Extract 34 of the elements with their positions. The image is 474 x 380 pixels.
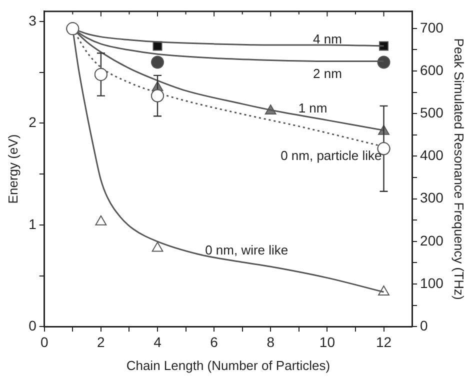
y2-tick-label: 100 (420, 274, 444, 291)
y-axis-title: Energy (eV) (5, 134, 20, 204)
point (152, 242, 164, 252)
y2-tick-label: 300 (420, 190, 444, 206)
point (377, 56, 390, 69)
point (379, 41, 389, 51)
y-tick-label: 0 (28, 317, 37, 334)
x-tick-label: 2 (97, 334, 106, 350)
point (94, 68, 108, 81)
x-tick-label: 10 (319, 334, 336, 350)
y2-tick-label: 600 (420, 62, 444, 78)
x-axis-title: Chain Length (Number of Particles) (126, 358, 330, 373)
x-tick-label: 8 (266, 334, 275, 350)
annotation: 0 nm, particle like (280, 148, 382, 163)
x-tick-label: 12 (376, 334, 392, 350)
y2-tick-label: 700 (420, 19, 444, 36)
point (151, 56, 164, 69)
y2-tick-label: 500 (420, 104, 444, 120)
annotation: 4 nm (313, 31, 342, 46)
y2-tick-label: 400 (420, 147, 444, 164)
x-tick-label: 6 (210, 334, 218, 350)
x-tick-label: 0 (40, 334, 48, 350)
y2-axis-title: Peak Simulated Resonance Frequency (THz) (452, 38, 467, 300)
y-tick-label: 1 (28, 216, 37, 232)
annotation: 0 nm, wire like (205, 242, 288, 258)
y2-tick-label: 0 (420, 317, 428, 334)
x-tick-label: 4 (154, 334, 162, 350)
y-tick-label: 2 (28, 114, 37, 130)
annotation: 2 nm (313, 66, 342, 82)
annotation: 1 nm (298, 100, 328, 116)
point (151, 89, 164, 102)
point (95, 215, 107, 226)
y-tick-label: 3 (28, 12, 37, 28)
y2-tick-label: 200 (420, 232, 444, 248)
